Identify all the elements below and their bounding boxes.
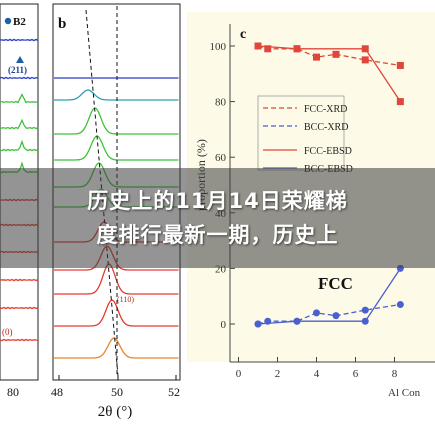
panel-a-trace — [0, 93, 39, 104]
panel-a-trace — [0, 278, 39, 282]
panel-c-xtick-label: 4 — [314, 368, 320, 380]
legend-item-label: FCC-EBSD — [304, 146, 352, 157]
data-point-fcc-ebsd — [254, 42, 262, 50]
data-point-bcc-ebsd — [361, 317, 369, 325]
panel-a-trace — [0, 38, 39, 42]
panel-b-label: b — [58, 16, 66, 32]
legend-item-label: FCC-XRD — [304, 104, 347, 115]
panel-c-xlabel: Al Con — [388, 387, 421, 399]
panel-c-xtick-label: 6 — [353, 368, 359, 380]
data-point-fcc-xrd — [396, 61, 404, 69]
panel-c-xtick-label: 0 — [236, 368, 242, 380]
data-point-fcc-xrd — [332, 50, 340, 58]
panel-b-trace — [54, 107, 179, 135]
panel-c-ytick-label: 100 — [210, 41, 227, 53]
panel-a-trace — [0, 76, 39, 80]
triangle-marker-icon — [16, 56, 24, 63]
series-line-bcc-ebsd — [257, 268, 401, 325]
b2-marker-icon — [4, 17, 12, 25]
data-point-bcc-xrd — [396, 301, 404, 309]
banner-line-2: 度排行最新一期，历史上 — [96, 223, 339, 247]
data-point-bcc-ebsd — [293, 317, 301, 325]
panel-b-trace — [54, 89, 179, 101]
panel-b-xlabel: 2θ (°) — [98, 404, 132, 420]
panel-a-trace — [0, 118, 39, 130]
panel-c-ytick-label: 60 — [215, 152, 227, 164]
panel-c-ytick-label: 20 — [215, 263, 227, 275]
data-point-bcc-ebsd — [254, 320, 262, 328]
panel-a-trace — [0, 306, 39, 310]
panel-c-series — [254, 42, 404, 328]
data-point-bcc-xrd — [332, 312, 340, 320]
panel-b-xtick-52: 52 — [168, 385, 180, 399]
data-point-bcc-xrd — [361, 306, 369, 314]
panel-c-ytick-label: 0 — [221, 319, 227, 331]
panel-b-trace — [54, 135, 179, 161]
data-point-bcc-xrd — [313, 309, 320, 317]
panel-a-trace — [0, 338, 39, 342]
panel-c-annotation: FCC — [318, 274, 353, 293]
panel-b-trace — [54, 337, 179, 359]
panel-b-xtick-50: 50 — [111, 385, 123, 399]
data-point-fcc-xrd — [264, 45, 272, 53]
data-point-fcc-xrd — [361, 56, 369, 64]
title-banner: 历史上的11月14日荣耀梯 度排行最新一期，历史上 — [0, 168, 435, 268]
panel-a-bottom-label: (0) — [2, 327, 13, 337]
panel-b-peak-label: (110) — [117, 295, 134, 304]
panel-c-ytick-label: 80 — [215, 97, 227, 109]
data-point-fcc-xrd — [313, 53, 320, 61]
legend-211: (211) — [8, 65, 27, 75]
panel-a-trace — [0, 139, 39, 152]
panel-a-xtick-80: 80 — [7, 385, 19, 399]
panel-c-xticks: 0 2 4 6 8 — [236, 357, 398, 380]
panel-b-trace — [54, 299, 179, 327]
legend-item-label: BCC-XRD — [304, 122, 348, 133]
legend-b2: B2 — [13, 16, 26, 28]
banner-line-1: 历史上的11月14日荣耀梯 — [87, 189, 348, 213]
data-point-fcc-ebsd — [293, 45, 301, 53]
data-point-fcc-ebsd — [361, 45, 369, 53]
panel-b-trace — [54, 263, 179, 295]
panel-c-xtick-label: 2 — [275, 368, 281, 380]
panel-c-label: c — [240, 27, 246, 42]
data-point-fcc-ebsd — [396, 98, 404, 106]
panel-b-xtick-48: 48 — [51, 385, 63, 399]
series-line-fcc-ebsd — [257, 45, 401, 102]
panel-c-xtick-label: 8 — [392, 368, 398, 380]
